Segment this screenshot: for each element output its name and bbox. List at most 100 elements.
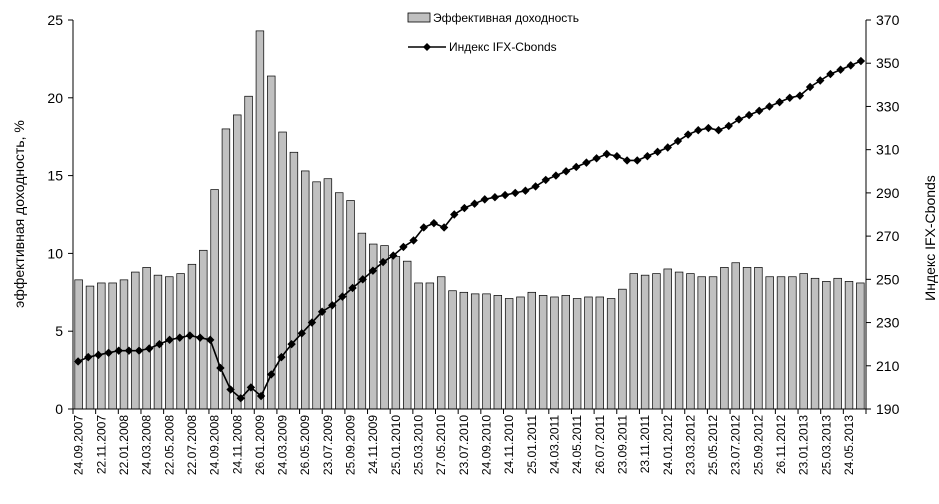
line-point: [104, 348, 113, 358]
line-point: [653, 147, 662, 157]
x-tick-label: 25.03.2010: [412, 415, 426, 475]
x-tick-label: 24.09.2007: [72, 415, 86, 475]
bar: [765, 276, 774, 410]
bar: [504, 298, 514, 410]
line-point: [521, 186, 530, 195]
bar: [267, 75, 276, 410]
line-point: [124, 346, 134, 355]
line-point: [622, 156, 632, 165]
line-point: [785, 93, 794, 102]
bar: [119, 279, 129, 410]
line-point: [724, 121, 733, 131]
x-tick-label: 26.01.2009: [253, 415, 267, 475]
line-point: [419, 223, 428, 232]
bar: [527, 291, 537, 410]
line-point: [734, 115, 744, 124]
x-tick-label: 24.11.2009: [366, 415, 380, 474]
line-point: [450, 210, 459, 219]
y2-tick-label: 250: [876, 271, 900, 287]
x-tick-label: 23.03.2012: [683, 415, 697, 475]
x-tick-label: 24.11.2008: [230, 415, 244, 474]
line-point: [185, 331, 195, 340]
y2-tick-label: 190: [876, 401, 900, 417]
y2-tick-label: 230: [876, 315, 900, 331]
bar: [754, 267, 763, 410]
line-point: [73, 357, 83, 366]
x-tick-label: 26.05.2009: [298, 415, 312, 475]
line-point: [683, 130, 693, 139]
line-point: [368, 266, 378, 275]
bar: [550, 296, 559, 410]
bar: [74, 279, 83, 410]
x-tick-label: 25.03.2013: [819, 415, 833, 475]
legend-line-marker: [423, 43, 431, 51]
line-point: [429, 218, 439, 228]
line-point: [134, 346, 144, 355]
line-point: [226, 385, 235, 394]
line-point: [114, 346, 123, 355]
bar: [448, 290, 457, 410]
line-point: [490, 193, 500, 202]
x-tick-label: 24.05.2011: [570, 415, 584, 474]
line-point: [216, 363, 225, 373]
line-point: [480, 195, 489, 204]
bar: [708, 276, 718, 410]
x-tick-label: 23.01.2013: [797, 415, 811, 475]
bar: [255, 30, 265, 410]
line-point: [592, 154, 601, 163]
line-point: [175, 333, 184, 342]
x-tick-label: 23.11.2011: [638, 415, 652, 474]
bar: [436, 276, 446, 410]
line-point: [155, 339, 164, 349]
line-point: [541, 175, 550, 185]
x-tick-label: 23.07.2012: [729, 415, 743, 475]
y-tick-label: 5: [55, 323, 63, 339]
line-point: [317, 307, 327, 316]
bar: [425, 282, 435, 410]
y-tick-label: 20: [47, 90, 63, 106]
line-point: [500, 190, 510, 200]
line-point: [256, 391, 266, 401]
bar: [97, 282, 106, 410]
x-tick-label: 24.03.2011: [547, 415, 561, 474]
bar: [131, 271, 140, 410]
x-tick-label: 24.09.2010: [479, 415, 493, 475]
axes-layer: 0 5 10 15 20 25 190 210 230 250 270 290 310 330 350 370…: [47, 12, 899, 475]
line-point: [287, 339, 296, 349]
bar: [516, 296, 525, 410]
line-point: [633, 156, 642, 165]
x-tick-label: 24.01.2012: [661, 415, 675, 475]
line-point: [561, 167, 571, 176]
bar: [572, 298, 582, 410]
bar: [538, 295, 548, 410]
bar: [493, 295, 503, 410]
line-point: [297, 329, 306, 338]
bar: [278, 131, 287, 410]
line-point: [348, 283, 357, 293]
y2-tick-label: 270: [876, 228, 900, 244]
line-point: [145, 344, 154, 353]
y2-tick-label: 310: [876, 142, 900, 158]
line-point: [805, 82, 815, 92]
line-point: [358, 275, 367, 284]
bar: [142, 267, 151, 410]
line-point: [836, 65, 845, 74]
legend-bar-label: Эффективная доходность: [433, 11, 579, 25]
bar: [652, 273, 661, 410]
line-point: [84, 352, 93, 362]
line-point: [795, 91, 805, 100]
bar: [357, 232, 367, 410]
x-tick-label: 22.07.2008: [185, 415, 199, 475]
bar: [584, 296, 593, 410]
bar: [674, 271, 684, 410]
x-tick-label: 26.11.2012: [774, 415, 788, 474]
x-tick-label: 27.05.2010: [434, 415, 448, 475]
bar: [799, 273, 808, 410]
line-point: [775, 97, 784, 107]
line-point: [673, 136, 683, 146]
x-tick-label: 25.09.2009: [344, 415, 358, 475]
line-point: [439, 223, 449, 232]
line-point: [206, 335, 215, 345]
line-point: [195, 333, 205, 342]
